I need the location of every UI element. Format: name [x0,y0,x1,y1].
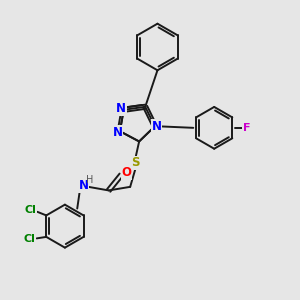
Text: S: S [131,157,140,169]
Text: Cl: Cl [24,234,35,244]
Text: N: N [116,102,126,115]
Text: N: N [112,126,122,139]
Text: N: N [152,120,162,133]
Text: Cl: Cl [25,205,37,215]
Text: F: F [243,123,250,133]
Text: N: N [79,179,89,192]
Text: O: O [122,166,132,179]
Text: H: H [86,175,93,185]
